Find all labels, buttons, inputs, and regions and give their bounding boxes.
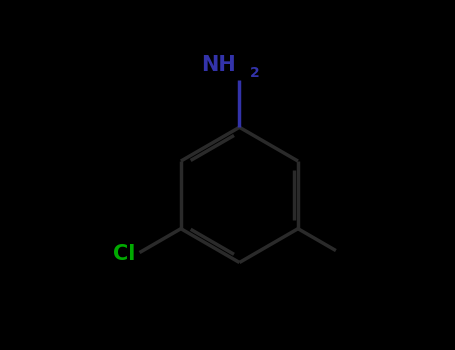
Text: Cl: Cl (113, 244, 136, 264)
Text: NH: NH (201, 55, 235, 75)
Text: 2: 2 (250, 65, 259, 79)
